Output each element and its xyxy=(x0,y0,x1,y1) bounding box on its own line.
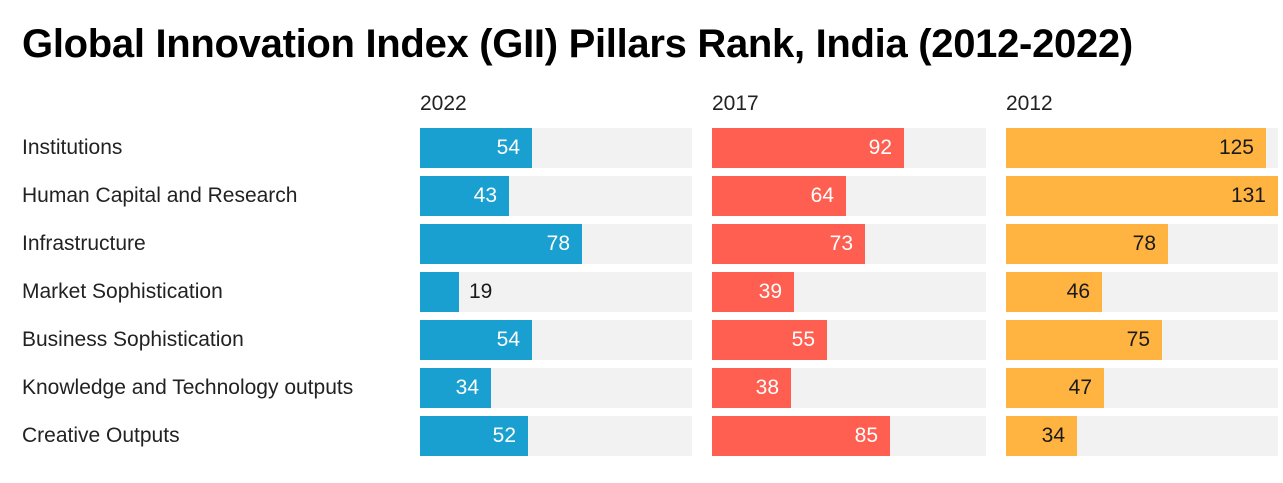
data-label: 54 xyxy=(496,136,520,159)
bar[interactable] xyxy=(1006,224,1168,264)
bar[interactable] xyxy=(712,368,791,408)
data-label: 47 xyxy=(1068,376,1092,399)
data-label: 125 xyxy=(1218,136,1254,159)
bar[interactable] xyxy=(1006,368,1104,408)
bar[interactable] xyxy=(1006,128,1266,168)
category-label: Business Sophistication xyxy=(22,328,244,351)
bar[interactable] xyxy=(420,176,509,216)
bar[interactable] xyxy=(1006,272,1102,312)
series-header: 2022 xyxy=(420,92,467,115)
data-label: 75 xyxy=(1126,328,1150,351)
data-label: 34 xyxy=(455,376,479,399)
bar[interactable] xyxy=(420,128,532,168)
category-label: Human Capital and Research xyxy=(22,184,298,207)
bar[interactable] xyxy=(420,320,532,360)
bar[interactable] xyxy=(420,368,491,408)
series-header: 2012 xyxy=(1006,92,1053,115)
data-label: 52 xyxy=(492,424,516,447)
bar[interactable] xyxy=(712,224,865,264)
data-label: 64 xyxy=(810,184,834,207)
data-label: 85 xyxy=(854,424,878,447)
data-label: 43 xyxy=(473,184,497,207)
data-label: 38 xyxy=(755,376,779,399)
data-label: 78 xyxy=(546,232,570,255)
chart-title: Global Innovation Index (GII) Pillars Ra… xyxy=(22,22,1133,66)
category-label: Institutions xyxy=(22,136,123,159)
series-header: 2017 xyxy=(712,92,759,115)
bar[interactable] xyxy=(420,416,528,456)
data-label: 46 xyxy=(1066,280,1090,303)
category-label: Creative Outputs xyxy=(22,424,180,447)
bar[interactable] xyxy=(1006,416,1077,456)
bar[interactable] xyxy=(712,320,827,360)
bar[interactable] xyxy=(712,176,846,216)
data-label: 131 xyxy=(1230,184,1266,207)
bar[interactable] xyxy=(1006,320,1162,360)
data-label: 78 xyxy=(1132,232,1156,255)
bar[interactable] xyxy=(712,128,904,168)
category-label: Infrastructure xyxy=(22,232,146,255)
bar-track xyxy=(420,272,692,312)
data-label: 55 xyxy=(791,328,815,351)
data-label: 92 xyxy=(868,136,892,159)
category-label: Knowledge and Technology outputs xyxy=(22,376,354,399)
data-label: 19 xyxy=(469,280,493,303)
data-label: 39 xyxy=(758,280,782,303)
bar[interactable] xyxy=(420,224,582,264)
category-label: Market Sophistication xyxy=(22,280,223,303)
bar[interactable] xyxy=(712,272,794,312)
bar[interactable] xyxy=(1006,176,1278,216)
bar[interactable] xyxy=(420,272,459,312)
data-label: 54 xyxy=(496,328,520,351)
data-label: 73 xyxy=(829,232,853,255)
bar[interactable] xyxy=(712,416,890,456)
data-label: 34 xyxy=(1041,424,1065,447)
